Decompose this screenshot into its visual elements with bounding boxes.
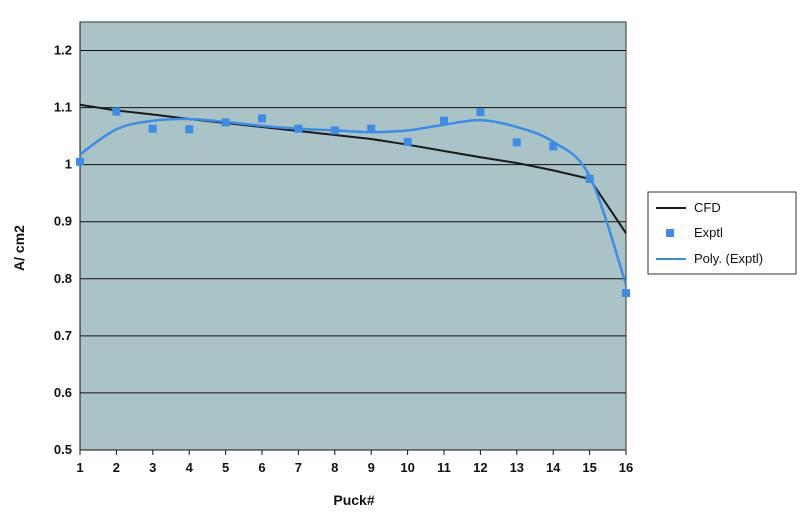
y-tick-label: 0.5 [54,442,72,457]
data-point-exptl [476,108,485,117]
legend-label-cfd: CFD [694,200,721,215]
y-tick-label: 1.1 [54,100,72,115]
x-tick-label: 2 [113,460,120,475]
x-tick-label: 8 [331,460,338,475]
data-point-exptl [440,116,448,125]
data-point-exptl [403,137,412,146]
data-point-exptl [549,142,558,151]
x-tick-label: 16 [619,460,633,475]
y-tick-label: 1.2 [54,43,72,58]
legend-label-poly: Poly. (Exptl) [694,251,763,266]
series-line-poly-exptl [79,117,628,285]
y-tick-label: 1 [65,157,72,172]
data-point-exptl [258,114,266,123]
y-axis-label: A/ cm2 [11,225,27,271]
x-axis-label: Puck# [333,492,374,508]
x-tick-label: 13 [510,460,524,475]
x-tick-label: 5 [222,460,229,475]
data-point-exptl [112,107,121,116]
y-tick-label: 0.8 [54,271,72,286]
series-line-cfd [79,103,627,234]
y-tick-labels: 0.5 0.6 0.7 0.8 0.9 1 1.1 1.2 [54,43,72,457]
legend: CFD Exptl Poly. (Exptl) [647,191,797,275]
data-point-exptl [512,138,521,147]
x-tick-label: 9 [368,460,375,475]
x-tick-label: 10 [400,460,414,475]
series-layer [76,103,630,298]
x-tick-label: 4 [186,460,194,475]
x-tick-label: 11 [437,460,451,475]
data-point-exptl [76,157,84,166]
gridlines [79,22,626,451]
data-point-exptl [622,289,630,298]
legend-swatch-exptl [666,229,674,237]
y-tick-label: 0.9 [54,214,72,229]
x-tick-label: 15 [582,460,596,475]
x-tick-label: 3 [149,460,156,475]
y-tick-label: 0.6 [54,385,72,400]
plot-area [79,21,627,451]
data-point-exptl [367,124,376,133]
data-point-exptl [148,124,157,133]
data-point-exptl [585,174,594,183]
x-tick-labels: 1 2 3 4 5 6 7 8 9 10 11 12 13 14 15 16 [76,450,633,475]
data-point-exptl [185,125,194,134]
x-tick-label: 6 [258,460,265,475]
x-tick-label: 7 [295,460,302,475]
y-tick-label: 0.7 [54,328,72,343]
x-tick-label: 12 [473,460,487,475]
x-tick-label: 1 [76,460,83,475]
legend-label-exptl: Exptl [694,225,723,240]
x-tick-label: 14 [546,460,561,475]
